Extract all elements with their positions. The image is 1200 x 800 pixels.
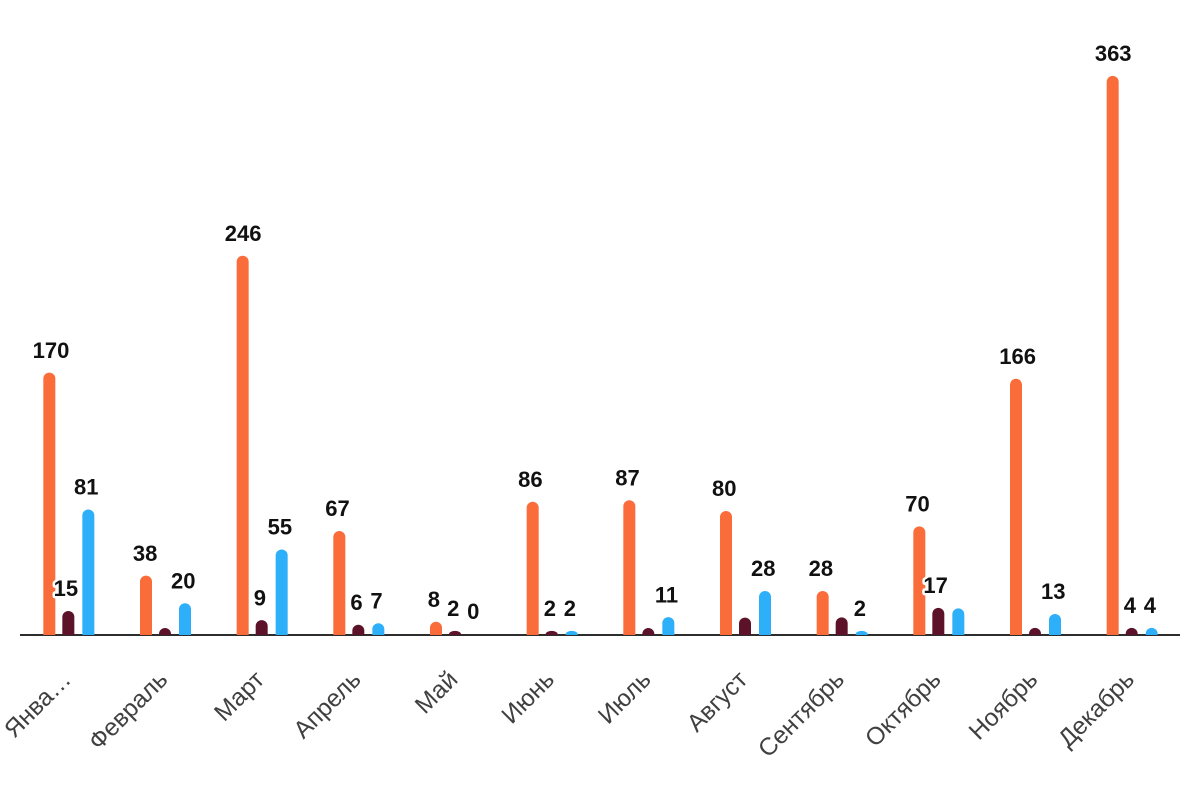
svg-text:Октябрь: Октябрь [860, 666, 946, 752]
svg-text:2: 2 [564, 596, 576, 621]
svg-text:6: 6 [350, 590, 362, 615]
svg-text:55: 55 [268, 515, 292, 540]
svg-text:8: 8 [428, 587, 440, 612]
svg-text:38: 38 [133, 541, 157, 566]
svg-text:17: 17 [923, 573, 947, 598]
svg-text:363: 363 [1095, 41, 1132, 66]
svg-text:7: 7 [370, 588, 382, 613]
svg-text:28: 28 [809, 556, 833, 581]
svg-text:Апрель: Апрель [289, 666, 367, 744]
svg-text:80: 80 [712, 476, 736, 501]
svg-text:67: 67 [325, 496, 349, 521]
svg-text:4: 4 [1124, 593, 1137, 618]
svg-text:246: 246 [225, 221, 262, 246]
svg-text:Март: Март [209, 666, 270, 727]
svg-text:28: 28 [751, 556, 775, 581]
svg-text:Июнь: Июнь [497, 666, 560, 729]
svg-text:Июль: Июль [593, 666, 656, 729]
svg-text:87: 87 [615, 465, 639, 490]
svg-text:2: 2 [854, 596, 866, 621]
svg-text:86: 86 [518, 467, 542, 492]
svg-text:166: 166 [999, 344, 1036, 369]
svg-text:Декабрь: Декабрь [1053, 666, 1140, 753]
svg-text:Янва…: Янва… [0, 666, 77, 743]
svg-text:2: 2 [447, 596, 459, 621]
svg-text:0: 0 [467, 599, 479, 624]
svg-text:9: 9 [254, 585, 266, 610]
svg-text:Сентябрь: Сентябрь [753, 666, 850, 763]
svg-text:13: 13 [1041, 579, 1065, 604]
svg-text:Февраль: Февраль [84, 666, 174, 756]
svg-text:Август: Август [682, 666, 753, 737]
svg-text:81: 81 [74, 475, 98, 500]
svg-text:Май: Май [410, 666, 463, 719]
svg-text:20: 20 [171, 569, 195, 594]
svg-text:4: 4 [1144, 593, 1157, 618]
svg-text:170: 170 [33, 338, 70, 363]
svg-text:15: 15 [54, 576, 78, 601]
svg-text:11: 11 [655, 582, 678, 607]
svg-text:Ноябрь: Ноябрь [964, 666, 1043, 745]
svg-text:2: 2 [544, 596, 556, 621]
svg-text:70: 70 [905, 492, 929, 517]
